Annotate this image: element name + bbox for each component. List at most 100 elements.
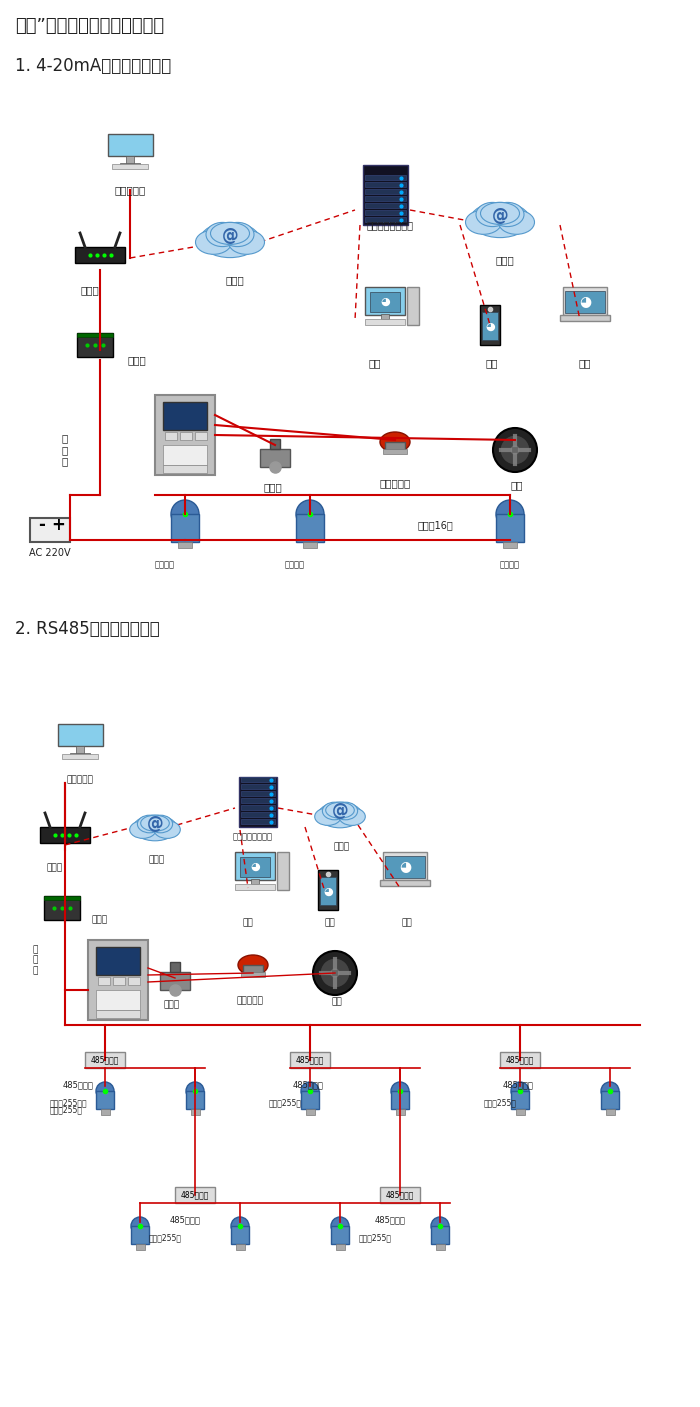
Ellipse shape bbox=[130, 820, 156, 839]
Bar bbox=[241, 777, 275, 782]
Text: 电脑: 电脑 bbox=[369, 357, 382, 369]
Text: 485中继器: 485中继器 bbox=[386, 1190, 414, 1200]
Bar bbox=[363, 165, 408, 225]
Text: 可连接255台: 可连接255台 bbox=[148, 1233, 181, 1242]
Text: ◕: ◕ bbox=[399, 860, 411, 874]
Bar bbox=[136, 1244, 145, 1249]
Circle shape bbox=[296, 499, 324, 528]
Circle shape bbox=[431, 1217, 449, 1235]
Text: 信号输出: 信号输出 bbox=[500, 560, 520, 568]
Text: ◕: ◕ bbox=[250, 862, 260, 872]
Bar bbox=[241, 791, 275, 796]
Circle shape bbox=[391, 1082, 409, 1100]
Bar bbox=[175, 1188, 215, 1203]
Bar bbox=[318, 870, 338, 910]
Ellipse shape bbox=[238, 955, 268, 975]
Ellipse shape bbox=[200, 222, 260, 257]
Text: 转换器: 转换器 bbox=[92, 916, 108, 924]
Ellipse shape bbox=[339, 808, 365, 826]
Bar bbox=[241, 805, 275, 810]
Bar bbox=[241, 819, 275, 825]
Bar bbox=[98, 976, 110, 985]
Bar bbox=[385, 855, 425, 878]
Text: 485中继器: 485中继器 bbox=[62, 1081, 93, 1089]
Ellipse shape bbox=[195, 231, 232, 255]
Bar bbox=[231, 1225, 249, 1244]
Ellipse shape bbox=[380, 432, 410, 452]
Ellipse shape bbox=[315, 808, 341, 826]
Ellipse shape bbox=[470, 203, 530, 238]
Bar bbox=[171, 514, 199, 542]
Text: 互联网: 互联网 bbox=[496, 255, 514, 265]
Bar bbox=[385, 442, 405, 450]
Text: 大众”系列带显示固定式检测仪: 大众”系列带显示固定式检测仪 bbox=[15, 17, 164, 35]
Text: 485中继器: 485中继器 bbox=[293, 1081, 323, 1089]
Bar bbox=[270, 439, 280, 449]
Bar bbox=[365, 182, 406, 187]
Text: 互联网: 互联网 bbox=[334, 841, 350, 851]
Bar bbox=[128, 976, 140, 985]
Bar bbox=[500, 1052, 540, 1068]
Text: 可连接255台。: 可连接255台。 bbox=[50, 1097, 88, 1107]
Bar bbox=[503, 542, 517, 547]
Bar bbox=[239, 777, 277, 827]
Text: 485中继器: 485中继器 bbox=[506, 1055, 534, 1065]
Bar bbox=[70, 753, 90, 756]
Text: @: @ bbox=[332, 802, 349, 820]
Ellipse shape bbox=[148, 815, 173, 833]
Text: 互联网: 互联网 bbox=[149, 855, 165, 864]
Text: 安帕尔网络服务器: 安帕尔网络服务器 bbox=[233, 832, 273, 841]
Circle shape bbox=[510, 445, 520, 454]
Bar bbox=[306, 1109, 315, 1114]
Text: 可连接255台: 可连接255台 bbox=[50, 1104, 83, 1114]
Text: @: @ bbox=[222, 227, 238, 245]
Text: 风机: 风机 bbox=[511, 480, 524, 490]
Bar bbox=[96, 1090, 114, 1109]
Circle shape bbox=[313, 951, 357, 995]
Bar bbox=[301, 1090, 319, 1109]
Bar bbox=[88, 940, 148, 1020]
Text: 2. RS485信号连接系统图: 2. RS485信号连接系统图 bbox=[15, 620, 160, 637]
Text: @: @ bbox=[147, 815, 163, 833]
Bar bbox=[120, 163, 140, 166]
Bar bbox=[436, 1244, 445, 1249]
Ellipse shape bbox=[206, 222, 239, 246]
Text: 转换器: 转换器 bbox=[128, 355, 147, 364]
Bar bbox=[235, 884, 275, 891]
Bar bbox=[407, 287, 419, 325]
Bar bbox=[320, 877, 336, 905]
Bar bbox=[96, 991, 140, 1010]
Text: ◕: ◕ bbox=[323, 886, 333, 898]
Text: 风机: 风机 bbox=[332, 998, 342, 1006]
Bar bbox=[101, 1109, 110, 1114]
Text: 终端: 终端 bbox=[579, 357, 592, 369]
Bar bbox=[131, 1225, 149, 1244]
Circle shape bbox=[231, 1217, 249, 1235]
Bar bbox=[365, 189, 406, 194]
Bar bbox=[112, 165, 148, 169]
Text: 电磁阀: 电磁阀 bbox=[164, 1000, 180, 1009]
Text: 可连接255台: 可连接255台 bbox=[484, 1097, 517, 1107]
Bar bbox=[77, 333, 113, 357]
Ellipse shape bbox=[211, 222, 249, 245]
Bar bbox=[243, 965, 263, 974]
Bar bbox=[480, 305, 500, 345]
Text: 485中继器: 485中继器 bbox=[374, 1216, 405, 1224]
Ellipse shape bbox=[466, 210, 501, 235]
Ellipse shape bbox=[333, 802, 358, 820]
Text: ◕: ◕ bbox=[380, 297, 390, 307]
Bar bbox=[40, 827, 90, 843]
Bar bbox=[601, 1090, 619, 1109]
Bar bbox=[30, 518, 70, 542]
Circle shape bbox=[301, 1082, 319, 1100]
Bar bbox=[563, 287, 607, 315]
Bar bbox=[96, 947, 140, 975]
Bar bbox=[191, 1109, 200, 1114]
Bar bbox=[126, 156, 134, 165]
Circle shape bbox=[171, 499, 199, 528]
Text: +: + bbox=[51, 516, 65, 535]
Text: 可连接255台: 可连接255台 bbox=[358, 1233, 391, 1242]
Text: 485中继器: 485中继器 bbox=[296, 1055, 324, 1065]
Bar bbox=[186, 1090, 204, 1109]
Ellipse shape bbox=[498, 210, 535, 235]
